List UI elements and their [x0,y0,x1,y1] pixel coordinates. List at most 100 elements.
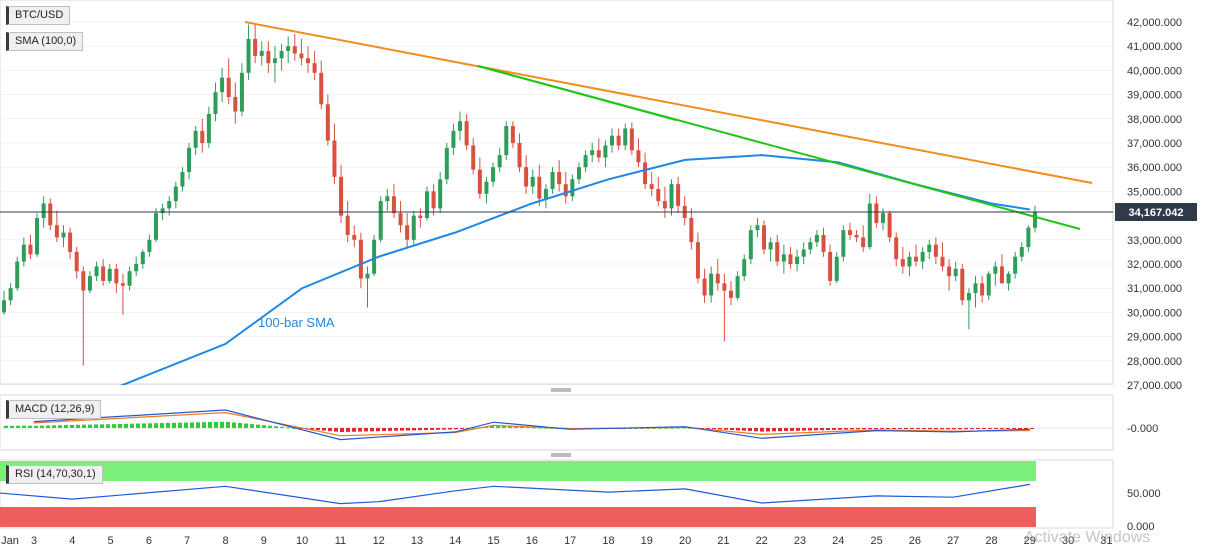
current-price-box [1115,203,1197,221]
macd-histogram-bar [454,428,458,430]
macd-histogram-bar [142,423,146,428]
macd-histogram-bar [436,428,440,430]
candle-body [610,135,615,146]
macd-histogram-bar [706,428,710,429]
macd-histogram-bar [910,428,914,430]
candle-body [352,234,357,240]
macd-histogram-bar [778,428,782,432]
macd-histogram-bar [4,425,8,428]
candle-body [21,244,26,262]
macd-histogram-bar [376,428,380,432]
candle-body [365,273,370,279]
resize-handle-2[interactable] [551,453,571,457]
x-tick-label: 14 [449,535,461,547]
resize-handle-1[interactable] [551,388,571,392]
candle-body [8,288,13,301]
macd-histogram-bar [886,428,890,429]
main-panel-frame [0,0,1114,385]
macd-histogram-bar [334,428,338,432]
macd-histogram-bar [526,427,530,429]
candle-body [953,268,958,277]
symbol-label: BTC/USD [6,6,71,25]
macd-histogram-bar [232,422,236,428]
x-tick-label: 8 [222,535,228,547]
candle-body [81,271,86,291]
macd-histogram-bar [370,428,374,432]
macd-histogram-bar [718,428,722,430]
candle-body [993,266,998,274]
macd-histogram-bar [274,426,278,428]
candle-body [841,230,846,257]
y-tick-label: 39,000.000 [1127,90,1182,102]
macd-histogram-bar [760,428,764,432]
candle-body [669,184,674,209]
macd-histogram-bar [328,428,332,432]
candle-body [781,254,786,262]
candle-body [550,172,555,189]
macd-histogram-bar [766,428,770,432]
candle-body [15,261,20,289]
x-tick-label: 6 [146,535,152,547]
macd-histogram-bar [82,424,86,428]
macd-histogram-bar [364,428,368,432]
candle-body [418,215,423,219]
candle-body [239,72,244,112]
candle-body [914,256,919,262]
current-price-label: 34,167.042 [1128,207,1183,219]
candle-body [1033,211,1037,228]
macd-histogram-bar [268,425,272,428]
macd-histogram-bar [442,428,446,430]
macd-panel-frame [0,394,1114,451]
candle-body [319,72,324,105]
macd-histogram-bar [262,425,266,428]
rsi-tick-0: 0.000 [1127,521,1155,533]
macd-histogram-bar [136,423,140,428]
candle-body [980,283,985,296]
macd-histogram-bar [796,428,800,431]
candle-body [206,113,211,143]
candle-body [385,196,390,202]
candle-body [795,256,800,264]
macd-histogram-bar [496,426,500,428]
main-y-axis: 42,000.000 41,000.000 40,000.000 39,000.000… [1127,17,1182,392]
macd-histogram-bar [34,425,38,428]
candle-body [339,176,344,216]
macd-histogram-bar [1030,428,1034,429]
x-tick-label: 24 [832,535,844,547]
y-tick-label: 31,000.000 [1127,283,1182,295]
macd-histogram-bar [196,422,200,428]
candle-body [689,218,694,243]
macd-zero-label: -0.000 [1127,423,1158,435]
candle-body [233,97,238,112]
macd-histogram-bar [754,428,758,432]
x-tick-label: 16 [526,535,538,547]
candle-body [563,184,568,197]
sma-indicator-label: SMA (100,0) [6,32,84,51]
candle-body [524,167,529,187]
candle-body [187,147,192,173]
candle-body [246,38,251,73]
candle-body [160,208,165,214]
macd-histogram-bar [802,428,806,431]
candle-body [537,176,542,199]
macd-histogram-bar [1018,428,1022,429]
macd-signal-line [33,411,1030,437]
macd-histogram-bar [820,428,824,431]
rsi-line [0,483,1030,505]
x-tick-label: 4 [69,535,75,547]
candle-body [180,172,185,187]
x-tick-label: 27 [947,535,959,547]
macd-histogram-bar [280,426,284,428]
macd-histogram-bar [976,428,980,430]
candle-body [74,251,79,272]
candle-body [643,162,648,185]
macd-histogram-bar [190,422,194,428]
macd-histogram-bar [988,428,992,429]
rsi-panel: 50.000 0.000 [0,459,1161,533]
y-tick-label: 36,000.000 [1127,162,1182,174]
macd-histogram-bar [64,425,68,428]
candle-body [874,203,879,223]
y-tick-label: 35,000.000 [1127,186,1182,198]
x-tick-label: 12 [373,535,385,547]
candle-body [907,256,912,267]
